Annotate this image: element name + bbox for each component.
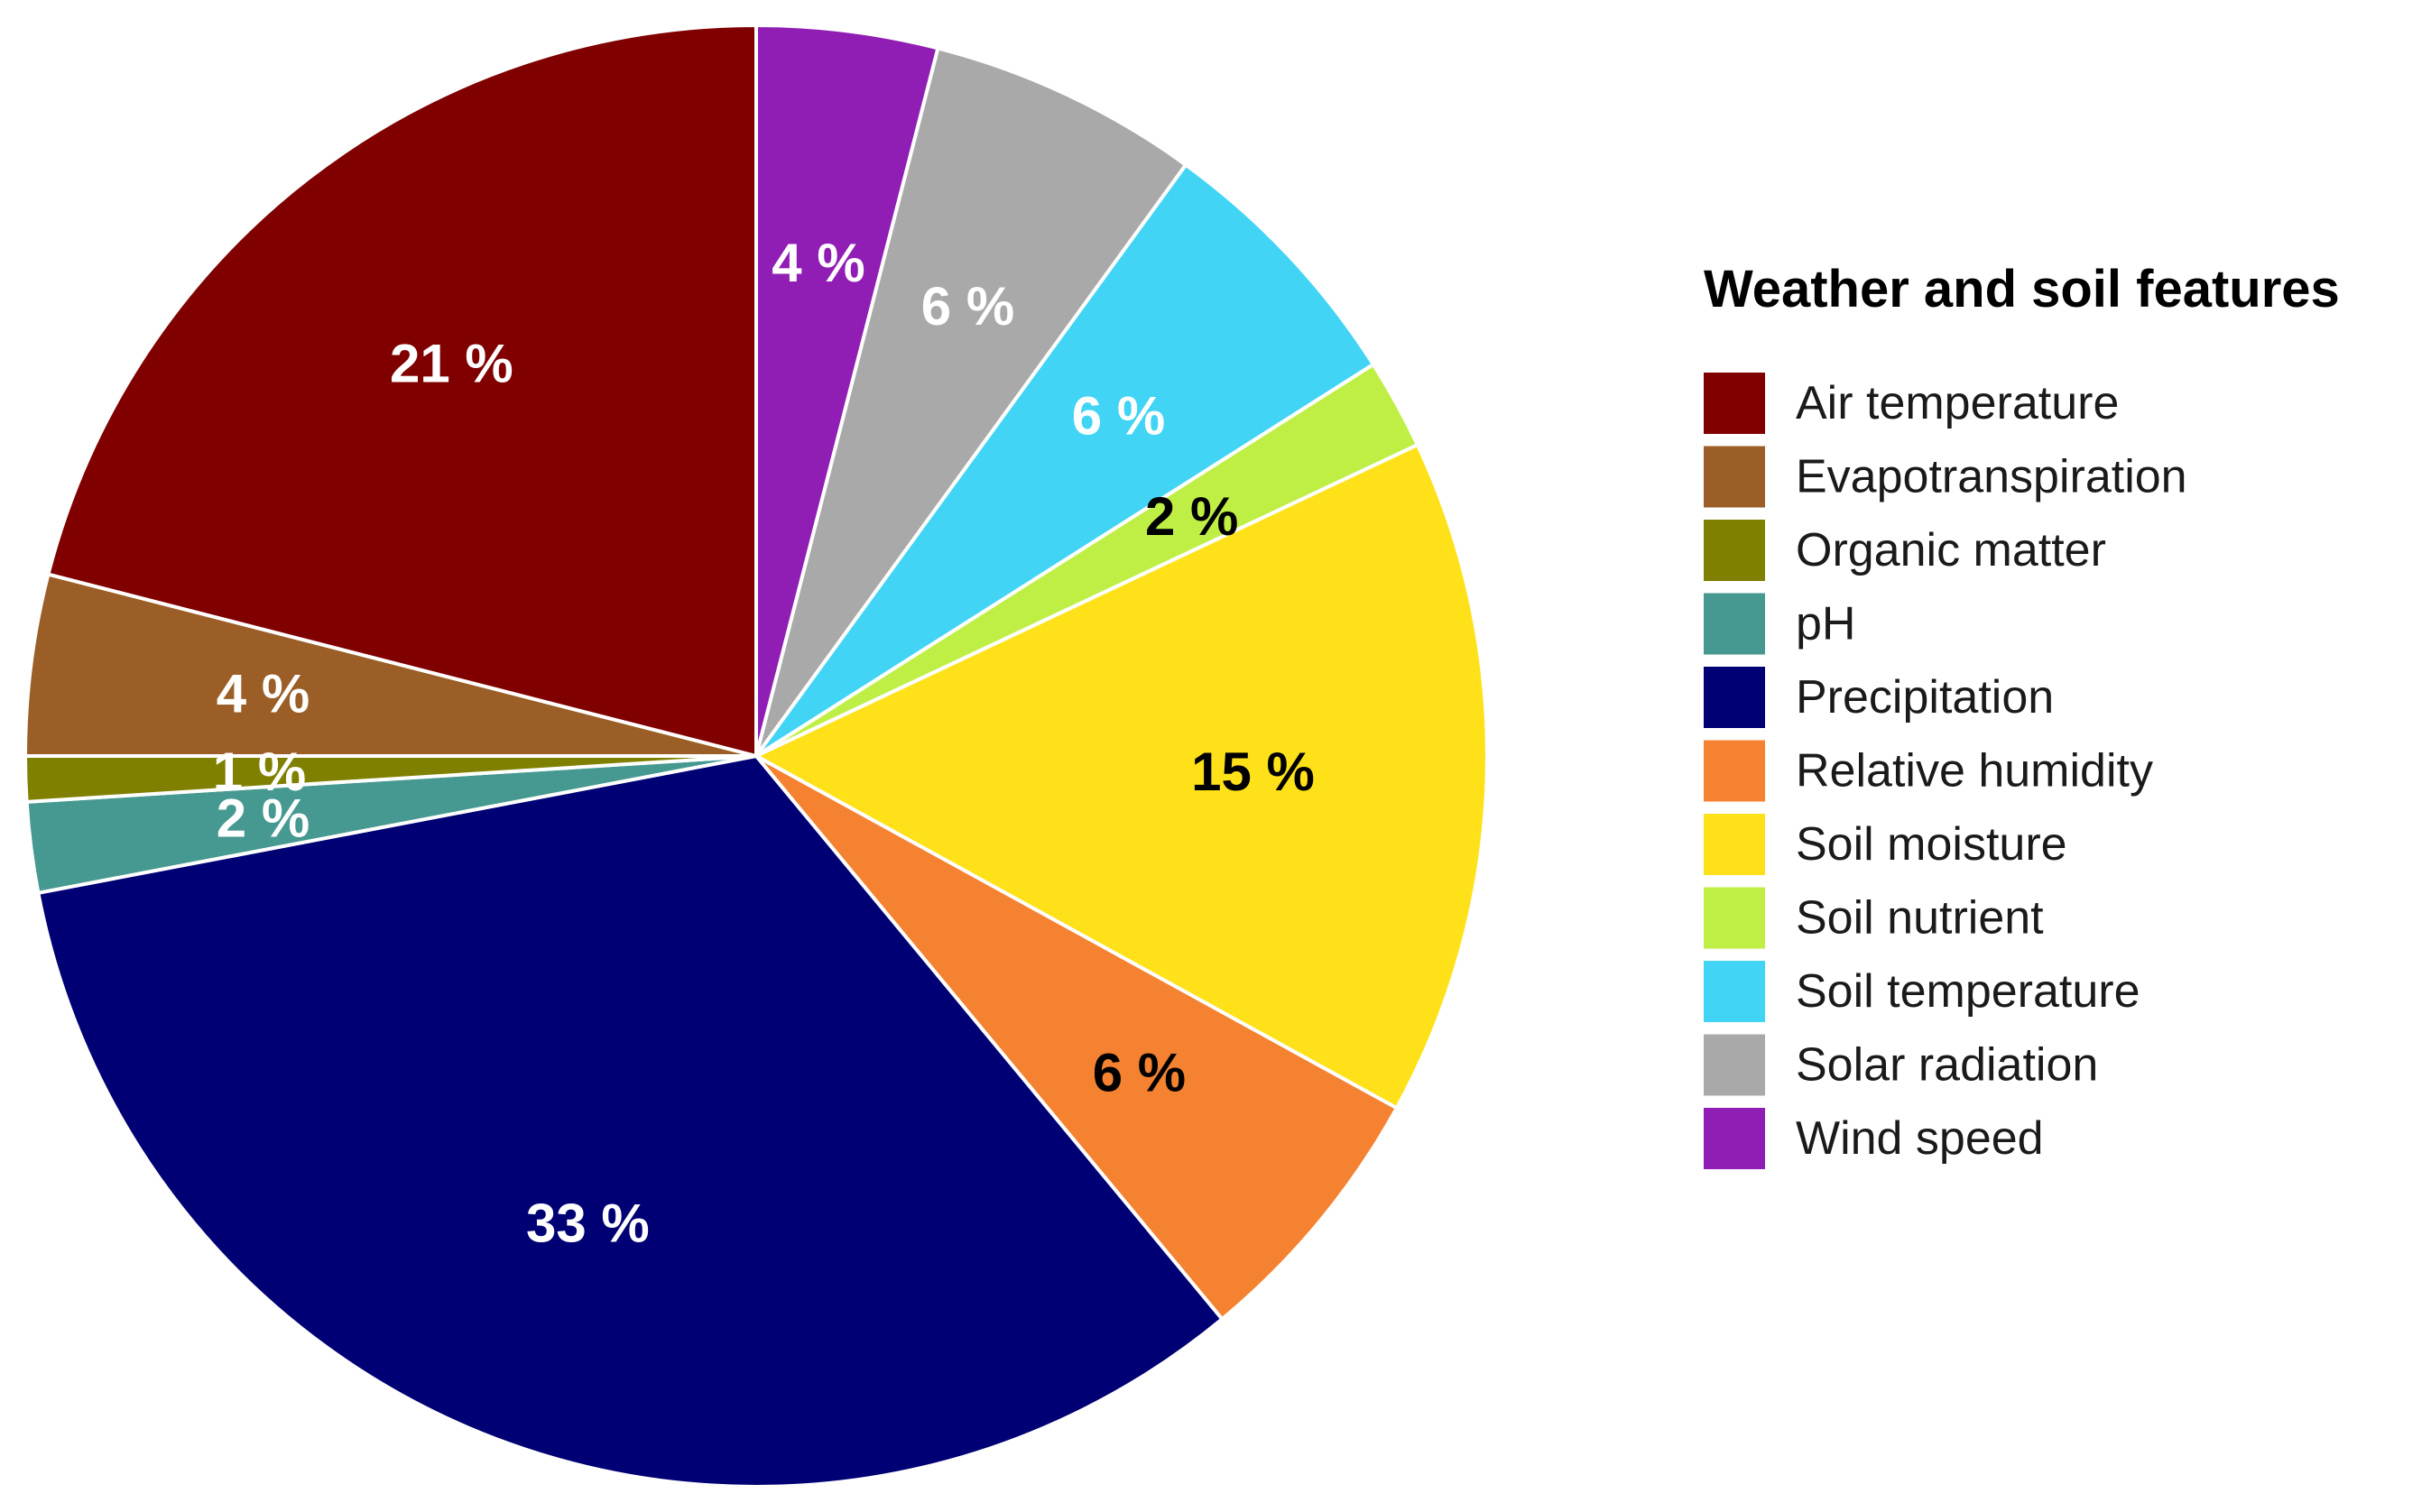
legend-swatch-wind-speed bbox=[1704, 1108, 1765, 1169]
legend-item-precipitation: Precipitation bbox=[1704, 667, 2054, 728]
pie-slice-precipitation bbox=[36, 754, 1225, 1489]
legend-label-soil-moisture: Soil moisture bbox=[1796, 818, 2067, 871]
pie-slices bbox=[23, 23, 1489, 1489]
legend-swatch-precipitation bbox=[1704, 667, 1765, 728]
pie-slice-soil-moisture bbox=[754, 443, 1489, 1111]
legend-label-soil-temperature: Soil temperature bbox=[1796, 965, 2140, 1018]
legend-label-precipitation: Precipitation bbox=[1796, 671, 2054, 724]
legend-swatch-soil-nutrient bbox=[1704, 887, 1765, 949]
legend-label-solar-radiation: Solar radiation bbox=[1796, 1039, 2098, 1092]
legend-item-organic-matter: Organic matter bbox=[1704, 520, 2106, 581]
legend-item-soil-nutrient: Soil nutrient bbox=[1704, 887, 2044, 949]
legend-swatch-solar-radiation bbox=[1704, 1034, 1765, 1096]
legend-item-wind-speed: Wind speed bbox=[1704, 1108, 2044, 1169]
slice-label-organic-matter: 1 % bbox=[213, 742, 306, 802]
legend-item-ph: pH bbox=[1704, 593, 1855, 655]
legend-items: Air temperature Evapotranspiration Organic… bbox=[1704, 373, 2187, 1169]
slice-label-air-temperature: 21 % bbox=[390, 333, 513, 393]
legend-label-organic-matter: Organic matter bbox=[1796, 524, 2106, 576]
legend-item-relative-humidity: Relative humidity bbox=[1704, 740, 2153, 802]
pie-slice-solar-radiation bbox=[754, 46, 1188, 758]
legend-swatch-relative-humidity bbox=[1704, 740, 1765, 802]
legend-title: Weather and soil features bbox=[1704, 260, 2340, 318]
legend-label-soil-nutrient: Soil nutrient bbox=[1796, 892, 2044, 945]
slice-label-solar-radiation: 6 % bbox=[921, 276, 1014, 337]
legend-swatch-soil-moisture bbox=[1704, 814, 1765, 875]
pie-slice-air-temperature bbox=[46, 23, 758, 758]
legend-label-evapotranspiration: Evapotranspiration bbox=[1796, 451, 2187, 503]
legend-label-air-temperature: Air temperature bbox=[1796, 377, 2119, 429]
slice-label-evapotranspiration: 4 % bbox=[217, 664, 310, 724]
legend-swatch-air-temperature bbox=[1704, 373, 1765, 434]
legend-swatch-soil-temperature bbox=[1704, 961, 1765, 1022]
slice-label-soil-nutrient: 2 % bbox=[1145, 486, 1238, 547]
legend-item-soil-moisture: Soil moisture bbox=[1704, 814, 2067, 875]
slice-label-relative-humidity: 6 % bbox=[1093, 1043, 1186, 1103]
legend-item-solar-radiation: Solar radiation bbox=[1704, 1034, 2098, 1096]
legend-swatch-organic-matter bbox=[1704, 520, 1765, 581]
slice-label-precipitation: 33 % bbox=[526, 1194, 650, 1254]
legend: Weather and soil features Air temperatur… bbox=[1704, 260, 2340, 1169]
legend-swatch-ph bbox=[1704, 593, 1765, 655]
legend-label-ph: pH bbox=[1796, 598, 1855, 650]
legend-item-air-temperature: Air temperature bbox=[1704, 373, 2119, 434]
legend-swatch-evapotranspiration bbox=[1704, 446, 1765, 508]
legend-label-relative-humidity: Relative humidity bbox=[1796, 745, 2153, 797]
pie-slice-labels: 4 %6 %6 %2 %15 %6 %33 %2 %1 %4 %21 % bbox=[213, 233, 1315, 1254]
slice-label-wind-speed: 4 % bbox=[772, 233, 864, 293]
pie-slice-soil-temperature bbox=[754, 162, 1375, 758]
slice-label-soil-temperature: 6 % bbox=[1072, 386, 1165, 447]
slice-label-soil-moisture: 15 % bbox=[1191, 742, 1315, 802]
pie-slice-relative-humidity bbox=[754, 754, 1399, 1322]
legend-label-wind-speed: Wind speed bbox=[1796, 1112, 2044, 1165]
legend-item-soil-temperature: Soil temperature bbox=[1704, 961, 2140, 1022]
legend-item-evapotranspiration: Evapotranspiration bbox=[1704, 446, 2187, 508]
slice-label-ph: 2 % bbox=[217, 788, 310, 849]
